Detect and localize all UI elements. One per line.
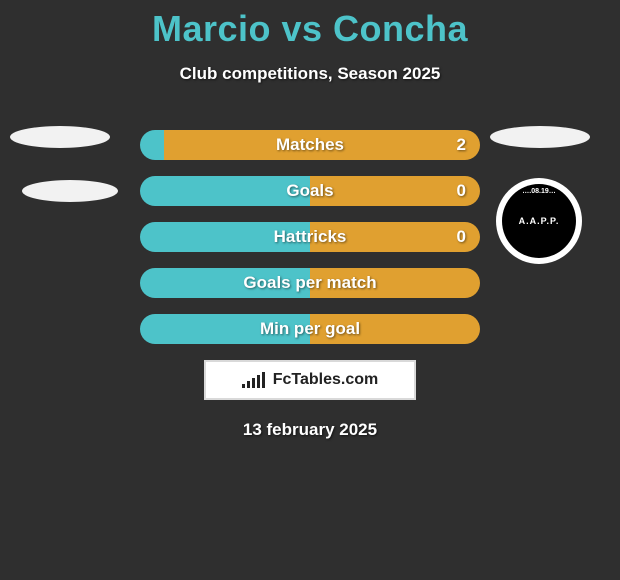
stat-label: Min per goal xyxy=(140,314,480,344)
stat-row: Matches2 xyxy=(140,130,480,160)
stat-label: Goals per match xyxy=(140,268,480,298)
stat-row: Goals0 xyxy=(140,176,480,206)
stat-value-right: 0 xyxy=(457,176,466,206)
stat-value-right: 2 xyxy=(457,130,466,160)
stat-row: Goals per match xyxy=(140,268,480,298)
badge-top-text: ….08.19… xyxy=(502,188,576,195)
stat-label: Matches xyxy=(140,130,480,160)
stat-row: Hattricks0 xyxy=(140,222,480,252)
badge-text: A.A.P.P. xyxy=(519,216,560,226)
right-placeholder-ellipse xyxy=(490,126,590,148)
page-title: Marcio vs Concha xyxy=(0,0,620,50)
stat-value-right: 0 xyxy=(457,222,466,252)
placeholder-ellipse xyxy=(22,180,118,202)
bars-chart-icon xyxy=(242,372,267,388)
stat-label: Goals xyxy=(140,176,480,206)
club-badge: ….08.19… A.A.P.P. xyxy=(496,178,582,264)
stat-row: Min per goal xyxy=(140,314,480,344)
footer-brand-text: FcTables.com xyxy=(273,371,379,389)
stat-label: Hattricks xyxy=(140,222,480,252)
subtitle: Club competitions, Season 2025 xyxy=(0,64,620,84)
placeholder-ellipse xyxy=(10,126,110,148)
date-text: 13 february 2025 xyxy=(0,420,620,440)
footer-brand-box: FcTables.com xyxy=(204,360,416,400)
